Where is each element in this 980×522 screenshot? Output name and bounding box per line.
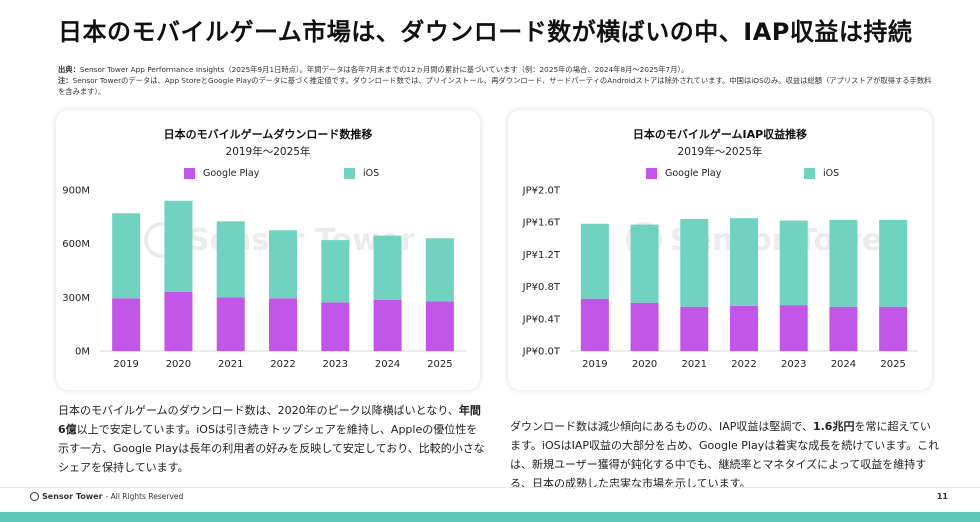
bar-google-play-2021: [680, 306, 709, 351]
bar-ios-2024: [829, 219, 858, 307]
bar-ios-2022: [730, 218, 758, 306]
downloads-bar-chart: 0M 300M 600M 900M 2019 2020 2021 2022 2023 2024 20…: [62, 186, 466, 370]
bar-ios-2021: [216, 221, 245, 298]
revenue-commentary: ダウンロード数は減少傾向にあるものの、IAP収益は堅調で、1.6兆円を常に超えて…: [510, 417, 940, 493]
bar-ios-2025: [425, 238, 454, 302]
commentary-text: 以上で安定しています。iOSは引き続きトップシェアを維持し、Appleの優位性を…: [58, 423, 485, 474]
y-tick-label: JP¥0.0T: [522, 347, 561, 358]
x-tick-label: 2024: [831, 359, 856, 370]
y-tick-label: JP¥1.2T: [522, 250, 561, 261]
page-number: 11: [936, 492, 948, 501]
revenue-chart-subtitle: 2019年〜2025年: [677, 146, 763, 158]
legend-item-google-play: Google Play: [184, 168, 259, 179]
source-notes: 出典：Sensor Tower App Performance Insights…: [58, 64, 938, 97]
legend-label-google-play: Google Play: [665, 168, 722, 179]
bar-google-play-2023: [321, 302, 350, 351]
bar-google-play-2023: [779, 305, 808, 351]
footer-brand-name: Sensor Tower: [42, 492, 103, 501]
bar-ios-2020: [630, 224, 659, 303]
bar-ios-2021: [680, 218, 709, 307]
bar-google-play-2019: [112, 298, 141, 351]
bar-google-play-2024: [373, 300, 402, 351]
x-tick-label: 2019: [582, 359, 607, 370]
bar-google-play-2025: [879, 306, 908, 351]
x-tick-label: 2021: [218, 359, 243, 370]
bar-google-play-2022: [269, 298, 297, 351]
legend-item-ios: iOS: [804, 168, 839, 179]
x-tick-label: 2024: [375, 359, 400, 370]
commentary-highlight: 年間6億: [58, 404, 481, 436]
footer-rights: - All Rights Reserved: [105, 492, 184, 501]
bar-ios-2024: [373, 235, 402, 301]
legend-label-google-play: Google Play: [203, 168, 260, 179]
commentary-text: 日本のモバイルゲームのダウンロード数は、2020年のピーク以降横ばいとなり、: [58, 404, 459, 417]
x-tick-label: 2025: [427, 359, 452, 370]
bar-ios-2025: [879, 219, 908, 307]
y-tick-label: JP¥0.8T: [522, 282, 561, 293]
bar-google-play-2024: [829, 306, 858, 351]
legend-swatch-google-play: [184, 168, 195, 179]
y-tick-label: JP¥2.0T: [522, 186, 561, 197]
commentary-text: ダウンロード数は減少傾向にあるものの、IAP収益は堅調で、: [510, 420, 813, 433]
bar-google-play-2021: [216, 297, 245, 351]
y-tick-label: 600M: [62, 239, 90, 250]
y-tick-label: 300M: [62, 293, 90, 304]
source-line: 出典：Sensor Tower App Performance Insights…: [58, 64, 938, 75]
bar-google-play-2020: [164, 291, 193, 351]
bar-ios-2019: [580, 223, 609, 299]
revenue-bar-chart: JP¥0.0T JP¥0.4T JP¥0.8T JP¥1.2T JP¥1.6T JP¥2.…: [522, 186, 918, 370]
bar-ios-2023: [321, 240, 350, 303]
x-tick-label: 2021: [682, 359, 707, 370]
y-tick-label: JP¥1.6T: [522, 218, 561, 229]
legend-swatch-ios: [344, 168, 355, 179]
source-label: 出典：: [58, 65, 80, 74]
revenue-legend: Google Play iOS: [508, 168, 932, 182]
note-text: Sensor Towerのデータは、App StoreとGoogle Playの…: [58, 76, 932, 96]
x-tick-label: 2025: [880, 359, 905, 370]
bar-google-play-2022: [730, 305, 758, 351]
x-tick-label: 2019: [113, 359, 138, 370]
bar-ios-2019: [112, 213, 141, 299]
footer-divider: [0, 487, 980, 488]
footer-brand: Sensor Tower - All Rights Reserved: [30, 492, 183, 501]
bar-google-play-2020: [630, 302, 659, 351]
bar-ios-2020: [164, 200, 193, 292]
legend-label-ios: iOS: [363, 168, 380, 179]
x-tick-label: 2023: [781, 359, 806, 370]
y-tick-label: 0M: [75, 347, 90, 358]
commentary-highlight: 1.6兆円: [812, 420, 855, 433]
page-title: 日本のモバイルゲーム市場は、ダウンロード数が横ばいの中、IAP収益は持続: [58, 18, 913, 46]
bar-ios-2023: [779, 220, 808, 306]
revenue-chart-panel: Sensor Tower 日本のモバイルゲームIAP収益推移 2019年〜202…: [508, 110, 932, 390]
note-line: 注：Sensor Towerのデータは、App StoreとGoogle Pla…: [58, 75, 938, 97]
note-label: 注：: [58, 76, 73, 85]
y-tick-label: 900M: [62, 186, 90, 197]
bar-ios-2022: [269, 230, 297, 299]
commentary-text: を常に超えています。iOSはIAP収益の大部分を占め、Google Playは着…: [510, 420, 940, 490]
downloads-legend: Google Play iOS: [56, 168, 480, 182]
sensor-tower-logo-icon: [30, 492, 39, 501]
downloads-commentary: 日本のモバイルゲームのダウンロード数は、2020年のピーク以降横ばいとなり、年間…: [58, 401, 488, 477]
legend-item-google-play: Google Play: [646, 168, 721, 179]
x-tick-label: 2022: [731, 359, 756, 370]
x-tick-label: 2023: [323, 359, 348, 370]
downloads-chart-title: 日本のモバイルゲームダウンロード数推移: [163, 128, 373, 141]
x-tick-label: 2020: [166, 359, 191, 370]
bar-google-play-2025: [425, 301, 454, 351]
downloads-chart-subtitle: 2019年〜2025年: [225, 146, 311, 158]
revenue-chart-title: 日本のモバイルゲームIAP収益推移: [632, 128, 808, 141]
x-tick-label: 2022: [270, 359, 295, 370]
y-tick-label: JP¥0.4T: [522, 314, 561, 325]
downloads-chart-panel: Sensor Tower 日本のモバイルゲームダウンロード数推移 2019年〜2…: [56, 110, 480, 390]
x-tick-label: 2020: [632, 359, 657, 370]
legend-swatch-google-play: [646, 168, 657, 179]
bar-google-play-2019: [580, 298, 609, 351]
legend-swatch-ios: [804, 168, 815, 179]
legend-item-ios: iOS: [344, 168, 379, 179]
source-text: Sensor Tower App Performance Insights（20…: [79, 65, 689, 74]
legend-label-ios: iOS: [823, 168, 840, 179]
footer-accent-bar: [0, 512, 980, 522]
